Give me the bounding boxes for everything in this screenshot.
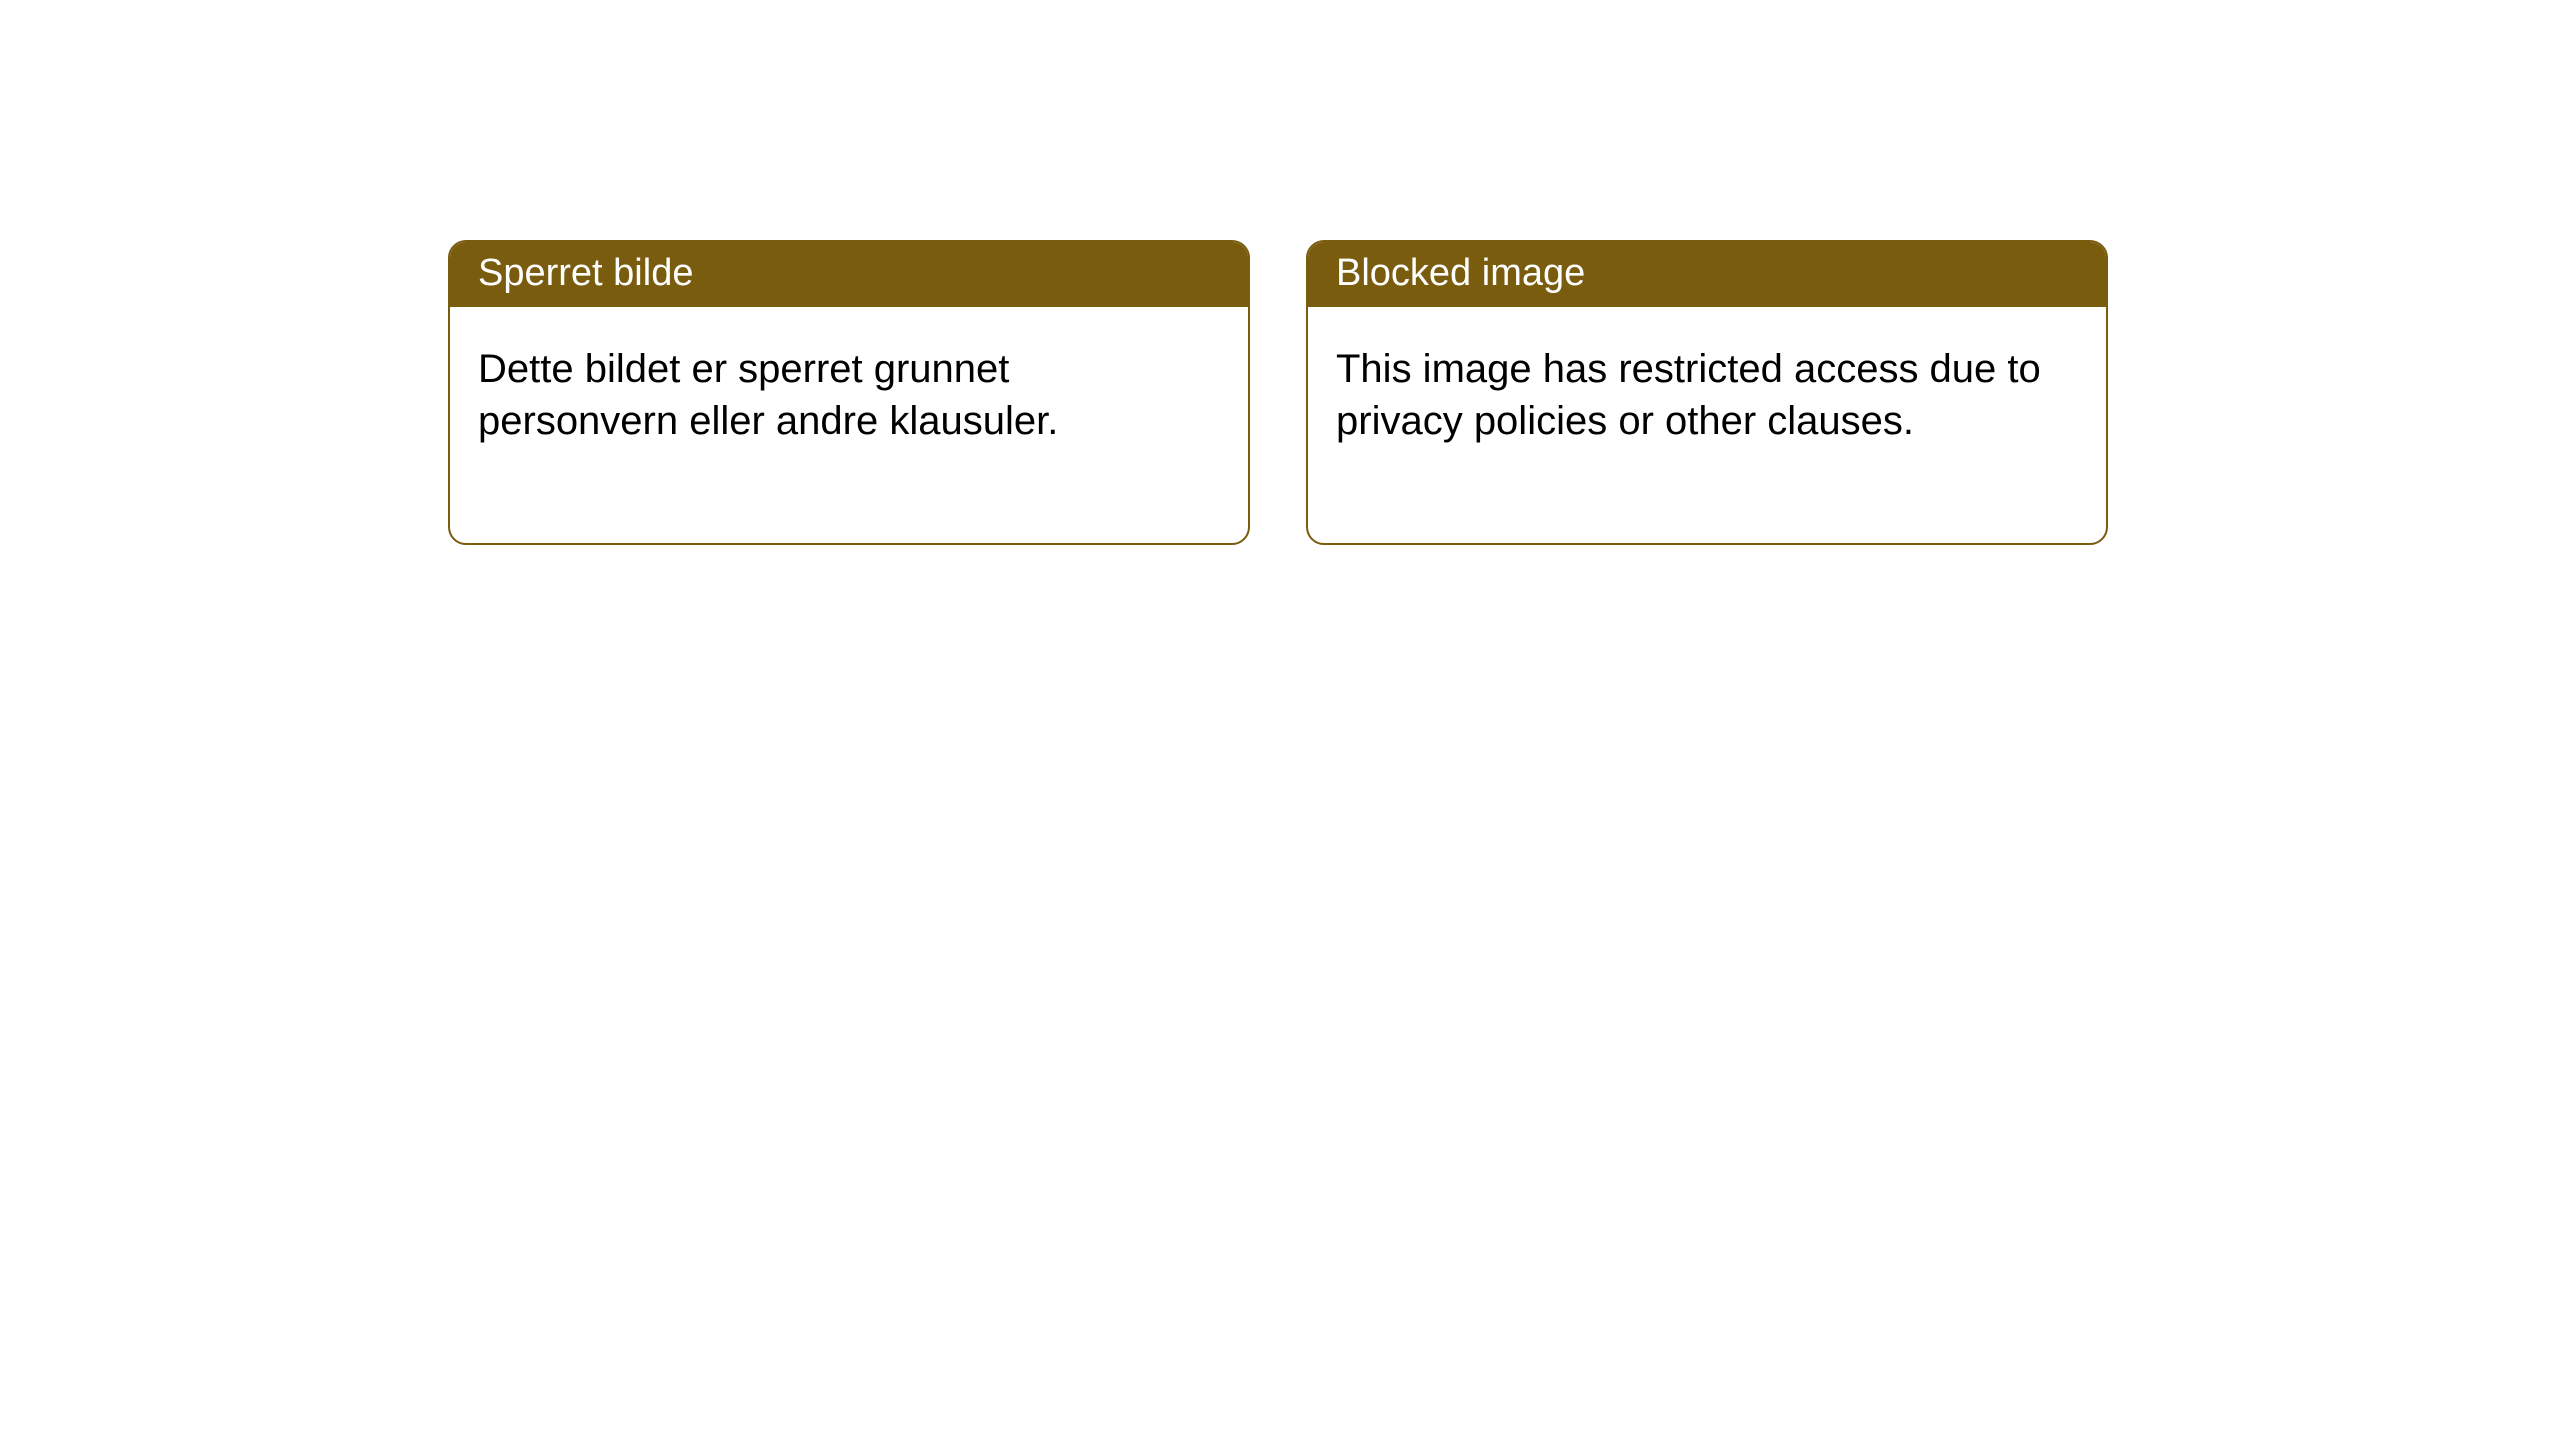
notice-card-norwegian: Sperret bilde Dette bildet er sperret gr… — [448, 240, 1250, 545]
notice-header: Sperret bilde — [450, 242, 1248, 307]
notice-body: This image has restricted access due to … — [1308, 307, 2106, 543]
notice-header: Blocked image — [1308, 242, 2106, 307]
cards-wrapper: Sperret bilde Dette bildet er sperret gr… — [448, 240, 2108, 545]
notice-body: Dette bildet er sperret grunnet personve… — [450, 307, 1248, 543]
notice-card-english: Blocked image This image has restricted … — [1306, 240, 2108, 545]
page-container: Sperret bilde Dette bildet er sperret gr… — [0, 0, 2560, 1440]
